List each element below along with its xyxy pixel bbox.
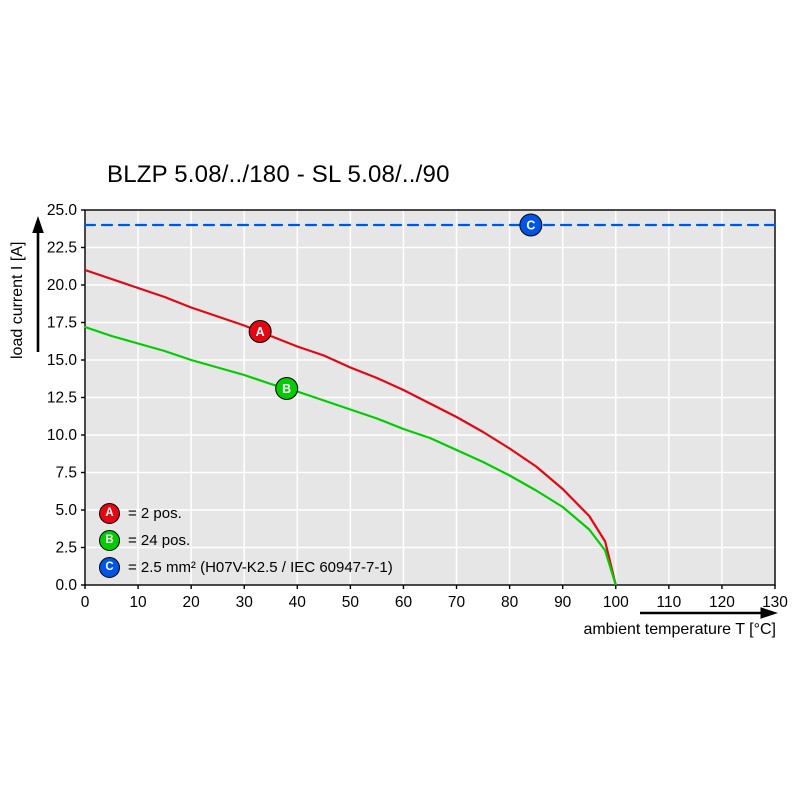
marker-c-letter: C bbox=[526, 219, 535, 233]
y-tick-label: 17.5 bbox=[47, 315, 77, 332]
legend-item-c: C = 2.5 mm² (H07V-K2.5 / IEC 60947-7-1) bbox=[99, 554, 393, 581]
legend-marker-c-icon: C bbox=[99, 557, 120, 578]
legend-label-a: = 2 pos. bbox=[128, 505, 182, 522]
x-tick-label: 100 bbox=[603, 594, 629, 611]
x-axis-title: ambient temperature T [°C] bbox=[583, 621, 776, 638]
x-tick-label: 70 bbox=[448, 594, 466, 611]
x-tick-label: 90 bbox=[554, 594, 572, 611]
y-tick-label: 20.0 bbox=[47, 277, 78, 294]
y-tick-label: 5.0 bbox=[55, 502, 77, 519]
marker-b-letter: B bbox=[282, 382, 291, 396]
curve-b bbox=[83, 325, 617, 587]
legend-marker-b-icon: B bbox=[99, 530, 120, 551]
x-tick-label: 30 bbox=[236, 594, 254, 611]
chart-title: BLZP 5.08/../180 - SL 5.08/../90 bbox=[107, 161, 450, 188]
y-tick-label: 12.5 bbox=[47, 390, 77, 407]
x-tick-label: 10 bbox=[129, 594, 147, 611]
y-tick-label: 0.0 bbox=[55, 577, 77, 594]
y-tick-label: 22.5 bbox=[47, 240, 77, 257]
legend-marker-a-icon: A bbox=[99, 503, 120, 524]
x-tick-label: 60 bbox=[395, 594, 413, 611]
x-tick-label: 120 bbox=[709, 594, 735, 611]
x-tick-label: 40 bbox=[289, 594, 307, 611]
legend: A = 2 pos. B = 24 pos. C = 2.5 mm² (H07V… bbox=[99, 500, 393, 581]
x-tick-label: 130 bbox=[762, 594, 788, 611]
y-tick-label: 7.5 bbox=[55, 465, 77, 482]
marker-a-icon bbox=[248, 320, 272, 343]
legend-marker-b-letter: B bbox=[105, 533, 114, 546]
x-tick-label: 20 bbox=[183, 594, 201, 611]
legend-label-b: = 24 pos. bbox=[128, 532, 191, 549]
curve-a bbox=[83, 268, 617, 587]
y-axis-title: load current I [A] bbox=[9, 241, 26, 359]
legend-marker-c-letter: C bbox=[105, 560, 114, 573]
legend-label-c: = 2.5 mm² (H07V-K2.5 / IEC 60947-7-1) bbox=[128, 559, 393, 576]
legend-item-b: B = 24 pos. bbox=[99, 527, 393, 554]
x-tick-label: 0 bbox=[81, 594, 90, 611]
y-tick-label: 10.0 bbox=[47, 427, 78, 444]
y-tick-label: 25.0 bbox=[47, 202, 78, 219]
x-axis-arrowhead-icon bbox=[760, 607, 778, 619]
x-tick-label: 110 bbox=[656, 594, 681, 611]
x-tick-label: 50 bbox=[342, 594, 360, 611]
marker-b-icon bbox=[275, 377, 299, 400]
y-axis-arrowhead-icon bbox=[32, 216, 44, 233]
marker-c-icon bbox=[519, 213, 543, 237]
x-tick-label: 80 bbox=[501, 594, 519, 611]
legend-marker-a-letter: A bbox=[105, 506, 114, 519]
y-tick-label: 2.5 bbox=[55, 540, 77, 557]
y-tick-label: 15.0 bbox=[47, 352, 78, 369]
marker-a-letter: A bbox=[256, 325, 265, 339]
legend-item-a: A = 2 pos. bbox=[99, 500, 393, 527]
